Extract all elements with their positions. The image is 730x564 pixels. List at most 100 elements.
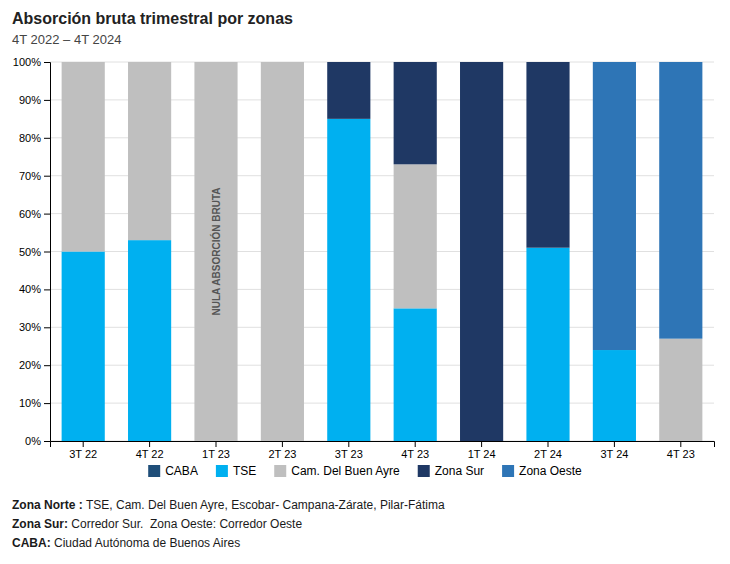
- footnote-part: Ciudad Autónoma de Buenos Aires: [51, 536, 240, 550]
- bar: [261, 62, 304, 63]
- bar: [62, 62, 105, 63]
- legend-swatch: [274, 465, 286, 477]
- x-tick-label: 2T 24: [534, 448, 562, 460]
- y-tick-label: 60%: [19, 208, 41, 220]
- bar: [526, 62, 569, 248]
- x-tick-mark: [83, 441, 84, 447]
- x-tick-label: 4T 23: [401, 448, 429, 460]
- x-tick: 1T 24: [468, 441, 496, 460]
- x-tick-mark: [282, 441, 283, 447]
- y-tick: 70%: [19, 170, 50, 182]
- legend-swatch: [148, 465, 160, 477]
- y-axis: 0%10%20%30%40%50%60%70%80%90%100%: [13, 56, 51, 447]
- x-tick-mark: [149, 441, 150, 447]
- title: Absorción bruta trimestral por zonas: [12, 10, 293, 27]
- legend-label: Zona Sur: [435, 464, 484, 478]
- x-tick-mark: [348, 441, 349, 447]
- grid: [50, 62, 714, 441]
- footnote-part: Corredor Sur. Zona Oeste: Corredor Oeste: [68, 517, 302, 531]
- x-tick-mark: [548, 441, 549, 447]
- bar: [327, 62, 370, 119]
- y-tick-mark: [44, 441, 50, 442]
- y-tick: 40%: [19, 283, 50, 295]
- x-tick-label: 3T 24: [600, 448, 628, 460]
- y-tick: 60%: [19, 208, 50, 220]
- plot: 3T 224T 221T 232T 233T 234T 231T 242T 24…: [13, 56, 715, 460]
- y-axis-line: [44, 63, 51, 442]
- y-tick-label: 90%: [19, 94, 41, 106]
- bar: [460, 62, 503, 441]
- bar: [261, 62, 304, 441]
- footnote-part: TSE, Cam. Del Buen Ayre, Escobar- Campan…: [86, 498, 445, 512]
- legend-label: CABA: [165, 464, 198, 478]
- legend-swatch: [502, 465, 514, 477]
- legend-swatch: [216, 465, 228, 477]
- x-tick: 2T 24: [534, 441, 562, 460]
- bar: [327, 62, 370, 63]
- annotation: NULA ABSORCIÓN BRUTA: [210, 188, 222, 316]
- y-tick-mark: [44, 62, 50, 63]
- x-tick-mark: [614, 441, 615, 447]
- x-axis: 3T 224T 221T 232T 233T 234T 231T 242T 24…: [51, 441, 715, 460]
- footnote: Zona Sur: Corredor Sur. Zona Oeste: Corr…: [12, 517, 302, 531]
- x-tick: 3T 23: [335, 441, 363, 460]
- y-tick-mark: [44, 365, 50, 366]
- y-tick-label: 50%: [19, 246, 41, 258]
- y-tick-mark: [44, 214, 50, 215]
- x-tick-mark: [415, 441, 416, 447]
- y-tick: 10%: [19, 397, 50, 409]
- y-tick-mark: [44, 100, 50, 101]
- x-tick: 4T 23: [401, 441, 429, 460]
- y-tick-mark: [44, 138, 50, 139]
- legend-label: Cam. Del Buen Ayre: [291, 464, 400, 478]
- y-tick-label: 100%: [13, 56, 41, 68]
- bar: [394, 308, 437, 441]
- chart: Absorción bruta trimestral por zonas 4T 2…: [0, 0, 730, 564]
- legend-item: CABA: [148, 464, 198, 478]
- legend-label: Zona Oeste: [519, 464, 582, 478]
- bar: [62, 62, 105, 252]
- y-tick: 30%: [19, 321, 50, 333]
- y-tick-label: 70%: [19, 170, 41, 182]
- x-tick: 4T 22: [136, 441, 164, 460]
- series: [327, 62, 569, 441]
- bar: [460, 62, 503, 63]
- x-tick: 3T 22: [69, 441, 97, 460]
- bar: [593, 350, 636, 441]
- x-tick-mark: [481, 441, 482, 447]
- y-tick-mark: [44, 176, 50, 177]
- bar: [194, 62, 237, 63]
- y-tick-mark: [44, 252, 50, 253]
- footnote: Zona Norte : TSE, Cam. Del Buen Ayre, Es…: [12, 498, 445, 512]
- y-tick: 80%: [19, 132, 50, 144]
- bar: [593, 62, 636, 350]
- bar: [526, 248, 569, 441]
- legend: CABA TSE Cam. Del Buen Ayre Zona Sur Zona Oe…: [148, 464, 582, 478]
- bar: [128, 62, 171, 63]
- y-tick-label: 20%: [19, 359, 41, 371]
- footnote: CABA: Ciudad Autónoma de Buenos Aires: [12, 536, 240, 550]
- y-tick-mark: [44, 289, 50, 290]
- bar: [194, 62, 237, 63]
- bars: [62, 62, 703, 441]
- bar: [261, 62, 304, 63]
- y-tick-mark: [44, 327, 50, 328]
- bar: [62, 252, 105, 442]
- bar: [526, 62, 569, 63]
- bar: [327, 119, 370, 441]
- bar: [394, 62, 437, 164]
- bar: [194, 62, 237, 441]
- x-tick: 2T 23: [268, 441, 296, 460]
- footnote-part: Zona Norte :: [12, 498, 86, 512]
- footnote-part: Zona Sur:: [12, 517, 68, 531]
- legend-label: TSE: [233, 464, 256, 478]
- x-tick-mark: [216, 441, 217, 447]
- footnote-part: CABA:: [12, 536, 51, 550]
- y-tick: 50%: [19, 246, 50, 258]
- y-tick-label: 40%: [19, 283, 41, 295]
- x-tick-mark: [680, 441, 681, 447]
- legend-item: Cam. Del Buen Ayre: [274, 464, 400, 478]
- bar: [128, 62, 171, 63]
- x-tick: 3T 24: [600, 441, 628, 460]
- legend-item: Zona Sur: [418, 464, 484, 478]
